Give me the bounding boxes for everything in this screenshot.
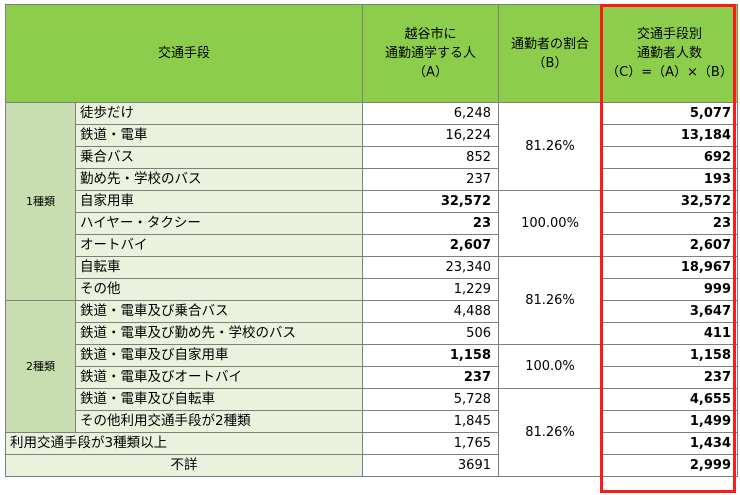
people-count: 3691: [362, 454, 499, 477]
table-row: 2種類 鉄道・電車及び乗合バス 4,488 3,647: [5, 300, 738, 433]
table-row: 自転車 23,340 81.26% 18,967: [6, 256, 738, 345]
header-people: 越谷市に 通勤通学する人 （A）: [362, 4, 499, 103]
mode-name: 鉄道・電車及び勤め先・学校のバス: [75, 322, 363, 345]
table-row: その他利用交通手段が2種類 1,845 1,499: [6, 410, 738, 433]
header-commuters-line2: 通勤者人数: [636, 46, 702, 61]
table-row: 不詳 3691 2,999: [5, 454, 738, 477]
commuter-count: 1,158: [601, 344, 738, 367]
header-commuters: 交通手段別 通勤者人数 （C）=（A）×（B）: [601, 4, 738, 103]
table-row: 利用交通手段が3種類以上 1,765 1,434: [5, 432, 738, 455]
table-row: その他 1,229 999: [6, 278, 738, 301]
header-commuters-line3: （C）=（A）×（B）: [606, 65, 733, 80]
mode-name: 乗合バス: [75, 146, 363, 169]
people-count: 1,229: [362, 278, 499, 301]
header-commuters-line1: 交通手段別: [636, 27, 702, 42]
commuter-count: 692: [601, 146, 738, 169]
commuter-ratio: 100.00%: [498, 190, 602, 257]
mode-name: ハイヤー・タクシー: [75, 212, 363, 235]
header-people-line3: （A）: [413, 65, 448, 80]
commuter-count: 411: [601, 322, 738, 345]
commuter-count: 1,499: [601, 410, 738, 433]
mode-name: 鉄道・電車: [75, 124, 363, 147]
people-count: 5,728: [362, 388, 499, 411]
people-count: 237: [362, 366, 499, 389]
people-count: 1,765: [362, 432, 499, 455]
table-row: 1種類 徒歩だけ 6,248 81.26% 5,077: [5, 102, 738, 301]
header-mode: 交通手段: [5, 4, 363, 103]
commuter-count: 23: [601, 212, 738, 235]
people-count: 237: [362, 168, 499, 191]
header-ratio-line2: （B）: [532, 55, 568, 71]
people-count: 32,572: [362, 190, 499, 213]
table-row: ハイヤー・タクシー 23 23: [6, 212, 738, 235]
people-count: 852: [362, 146, 499, 169]
commuter-count: 2,999: [601, 454, 738, 477]
commuter-count: 193: [601, 168, 738, 191]
header-row: 交通手段 越谷市に 通勤通学する人 （A） 通勤者の割合 （B） 交通手段別 通…: [5, 4, 738, 103]
commuter-count: 2,607: [601, 234, 738, 257]
mode-name: 自家用車: [75, 190, 363, 213]
mode-name: 鉄道・電車及び自転車: [75, 388, 363, 411]
table-row: 鉄道・電車及びオートバイ 237 237: [6, 366, 738, 389]
people-count: 23,340: [362, 256, 499, 279]
people-count: 1,158: [362, 344, 499, 367]
mode-name: 鉄道・電車及び自家用車: [75, 344, 363, 367]
commuter-ratio: 81.26%: [498, 256, 602, 345]
commuter-ratio: 100.0%: [498, 344, 602, 389]
people-count: 23: [362, 212, 499, 235]
people-count: 6,248: [362, 102, 499, 125]
commuter-count: 237: [601, 366, 738, 389]
mode-name: その他: [75, 278, 363, 301]
header-ratio: 通勤者の割合 （B）: [498, 4, 602, 103]
people-count: 506: [362, 322, 499, 345]
header-ratio-line1: 通勤者の割合: [510, 36, 589, 52]
commuter-count: 5,077: [601, 102, 738, 125]
mode-name: 自転車: [75, 256, 363, 279]
category-two-types: 2種類: [5, 300, 76, 433]
mode-name: 徒歩だけ: [75, 102, 363, 125]
table-row: オートバイ 2,607 2,607: [6, 234, 738, 257]
people-count: 4,488: [362, 300, 499, 323]
commuter-count: 4,655: [601, 388, 738, 411]
table-row: 勤め先・学校のバス 237 193: [6, 168, 738, 191]
table-row: 鉄道・電車及び勤め先・学校のバス 506 411: [6, 322, 738, 345]
table-row: 鉄道・電車 16,224 13,184: [6, 124, 738, 147]
people-count: 2,607: [362, 234, 499, 257]
mode-name: 鉄道・電車及び乗合バス: [75, 300, 363, 323]
table-row: 鉄道・電車及び自転車 5,728 81.26% 4,655: [6, 388, 738, 477]
header-people-line1: 越谷市に: [404, 27, 457, 42]
commuter-count: 3,647: [601, 300, 738, 323]
mode-name: オートバイ: [75, 234, 363, 257]
mode-name: 鉄道・電車及びオートバイ: [75, 366, 363, 389]
commuter-count: 13,184: [601, 124, 738, 147]
category-one-type: 1種類: [5, 102, 76, 301]
people-count: 1,845: [362, 410, 499, 433]
mode-name: 勤め先・学校のバス: [75, 168, 363, 191]
people-count: 16,224: [362, 124, 499, 147]
commuter-count: 1,434: [601, 432, 738, 455]
mode-name: 利用交通手段が3種類以上: [5, 432, 363, 455]
table-row: 乗合バス 852 692: [6, 146, 738, 169]
commuter-count: 32,572: [601, 190, 738, 213]
table-row: 自家用車 32,572 100.00% 32,572: [6, 190, 738, 257]
header-people-line2: 通勤通学する人: [384, 46, 476, 61]
commuter-count: 18,967: [601, 256, 738, 279]
table-row: 鉄道・電車及び自家用車 1,158 100.0% 1,158: [6, 344, 738, 389]
commuter-count: 999: [601, 278, 738, 301]
commuter-ratio: 81.26%: [498, 102, 602, 191]
mode-name: その他利用交通手段が2種類: [75, 410, 363, 433]
mode-name: 不詳: [5, 454, 363, 477]
commuter-ratio: 81.26%: [498, 388, 602, 477]
commute-table: 交通手段 越谷市に 通勤通学する人 （A） 通勤者の割合 （B） 交通手段別 通…: [5, 4, 738, 477]
